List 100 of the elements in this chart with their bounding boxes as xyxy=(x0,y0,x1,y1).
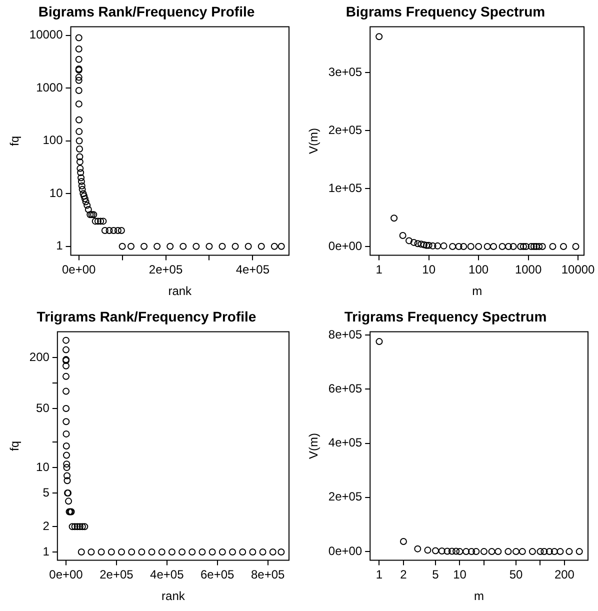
point xyxy=(92,218,99,225)
point xyxy=(154,242,161,250)
point xyxy=(108,548,115,556)
point xyxy=(62,336,70,344)
y-axis-title: V(m) xyxy=(306,433,321,459)
point xyxy=(128,548,136,556)
point xyxy=(244,242,252,250)
y-tick-label: 1 xyxy=(56,238,64,253)
point xyxy=(258,242,265,250)
y-tick-label: 100 xyxy=(42,133,64,148)
x-tick-label: 2e+05 xyxy=(148,262,183,277)
y-tick-label: 0e+00 xyxy=(328,238,362,253)
point xyxy=(64,477,71,484)
y-tick-label: 200 xyxy=(29,350,50,364)
x-tick-label: 6e+05 xyxy=(200,568,235,582)
point xyxy=(232,242,239,250)
point xyxy=(97,218,104,225)
point xyxy=(100,218,107,225)
point xyxy=(77,169,84,176)
point xyxy=(76,146,84,153)
point xyxy=(239,548,246,556)
y-tick-label: 10 xyxy=(49,186,64,200)
chart-title: Bigrams Rank/Frequency Profile xyxy=(38,3,255,20)
point xyxy=(278,242,285,250)
point xyxy=(208,548,216,556)
point xyxy=(84,202,91,209)
point xyxy=(64,472,71,480)
point xyxy=(75,86,82,94)
x-tick-label: 10 xyxy=(422,262,436,277)
point xyxy=(82,198,90,206)
point xyxy=(75,46,82,53)
point xyxy=(75,76,82,84)
point xyxy=(278,548,285,556)
x-axis-title: m xyxy=(472,284,482,298)
point xyxy=(78,523,86,530)
point xyxy=(62,362,70,370)
y-tick-label: 3e+05 xyxy=(328,64,362,79)
point xyxy=(84,206,92,213)
point xyxy=(218,548,226,556)
point xyxy=(188,548,196,556)
point xyxy=(192,242,200,250)
point xyxy=(80,190,87,198)
point xyxy=(62,372,70,380)
point xyxy=(228,548,236,556)
point xyxy=(68,523,76,530)
point xyxy=(98,548,105,556)
point xyxy=(78,186,86,193)
point xyxy=(62,346,70,354)
point xyxy=(76,128,83,136)
y-tick-label: 50 xyxy=(36,400,50,415)
x-tick-label: 5 xyxy=(432,568,440,582)
point xyxy=(128,242,134,250)
x-tick-label: 200 xyxy=(554,568,575,582)
y-tick-label: 8e+05 xyxy=(328,327,362,342)
point xyxy=(62,418,70,426)
x-tick-label: 100 xyxy=(468,262,489,277)
point xyxy=(166,242,174,250)
point xyxy=(270,242,278,250)
point xyxy=(114,226,122,234)
point xyxy=(180,242,187,250)
y-tick-label: 0e+00 xyxy=(328,544,362,558)
point xyxy=(78,178,85,185)
chart-title: Trigrams Rank/Frequency Profile xyxy=(36,308,256,324)
x-tick-label: 10000 xyxy=(561,262,596,277)
x-axis-title: m xyxy=(474,589,484,604)
point xyxy=(76,153,84,160)
x-tick-label: 4e+05 xyxy=(236,262,270,277)
point xyxy=(249,548,256,556)
point xyxy=(178,548,186,556)
point xyxy=(80,192,88,200)
y-axis-title: V(m) xyxy=(306,128,321,154)
point xyxy=(75,100,82,108)
point xyxy=(62,430,70,438)
point xyxy=(206,242,213,250)
y-tick-label: 5 xyxy=(42,485,50,500)
point xyxy=(110,226,118,234)
point xyxy=(118,548,125,556)
point xyxy=(63,464,70,472)
x-tick-label: 2 xyxy=(400,568,408,582)
point xyxy=(63,460,70,468)
point xyxy=(76,164,84,172)
y-tick-label: 10000 xyxy=(29,28,64,42)
x-axis-title: rank xyxy=(162,589,186,604)
x-tick-label: 1000 xyxy=(514,262,542,277)
point xyxy=(269,548,276,556)
y-tick-label: 1 xyxy=(42,544,50,558)
point xyxy=(118,242,126,250)
chart-title: Trigrams Frequency Spectrum xyxy=(344,308,547,324)
point xyxy=(138,548,146,556)
x-tick-label: 8e+05 xyxy=(250,568,285,582)
y-axis-title: fq xyxy=(8,136,22,146)
x-axis-title: rank xyxy=(168,284,193,298)
point xyxy=(81,523,88,530)
x-tick-label: 50 xyxy=(509,568,523,582)
point xyxy=(78,548,85,556)
x-tick-label: 1 xyxy=(376,262,383,277)
point xyxy=(218,242,226,250)
point xyxy=(81,195,88,202)
point xyxy=(75,74,82,81)
point xyxy=(78,174,85,182)
